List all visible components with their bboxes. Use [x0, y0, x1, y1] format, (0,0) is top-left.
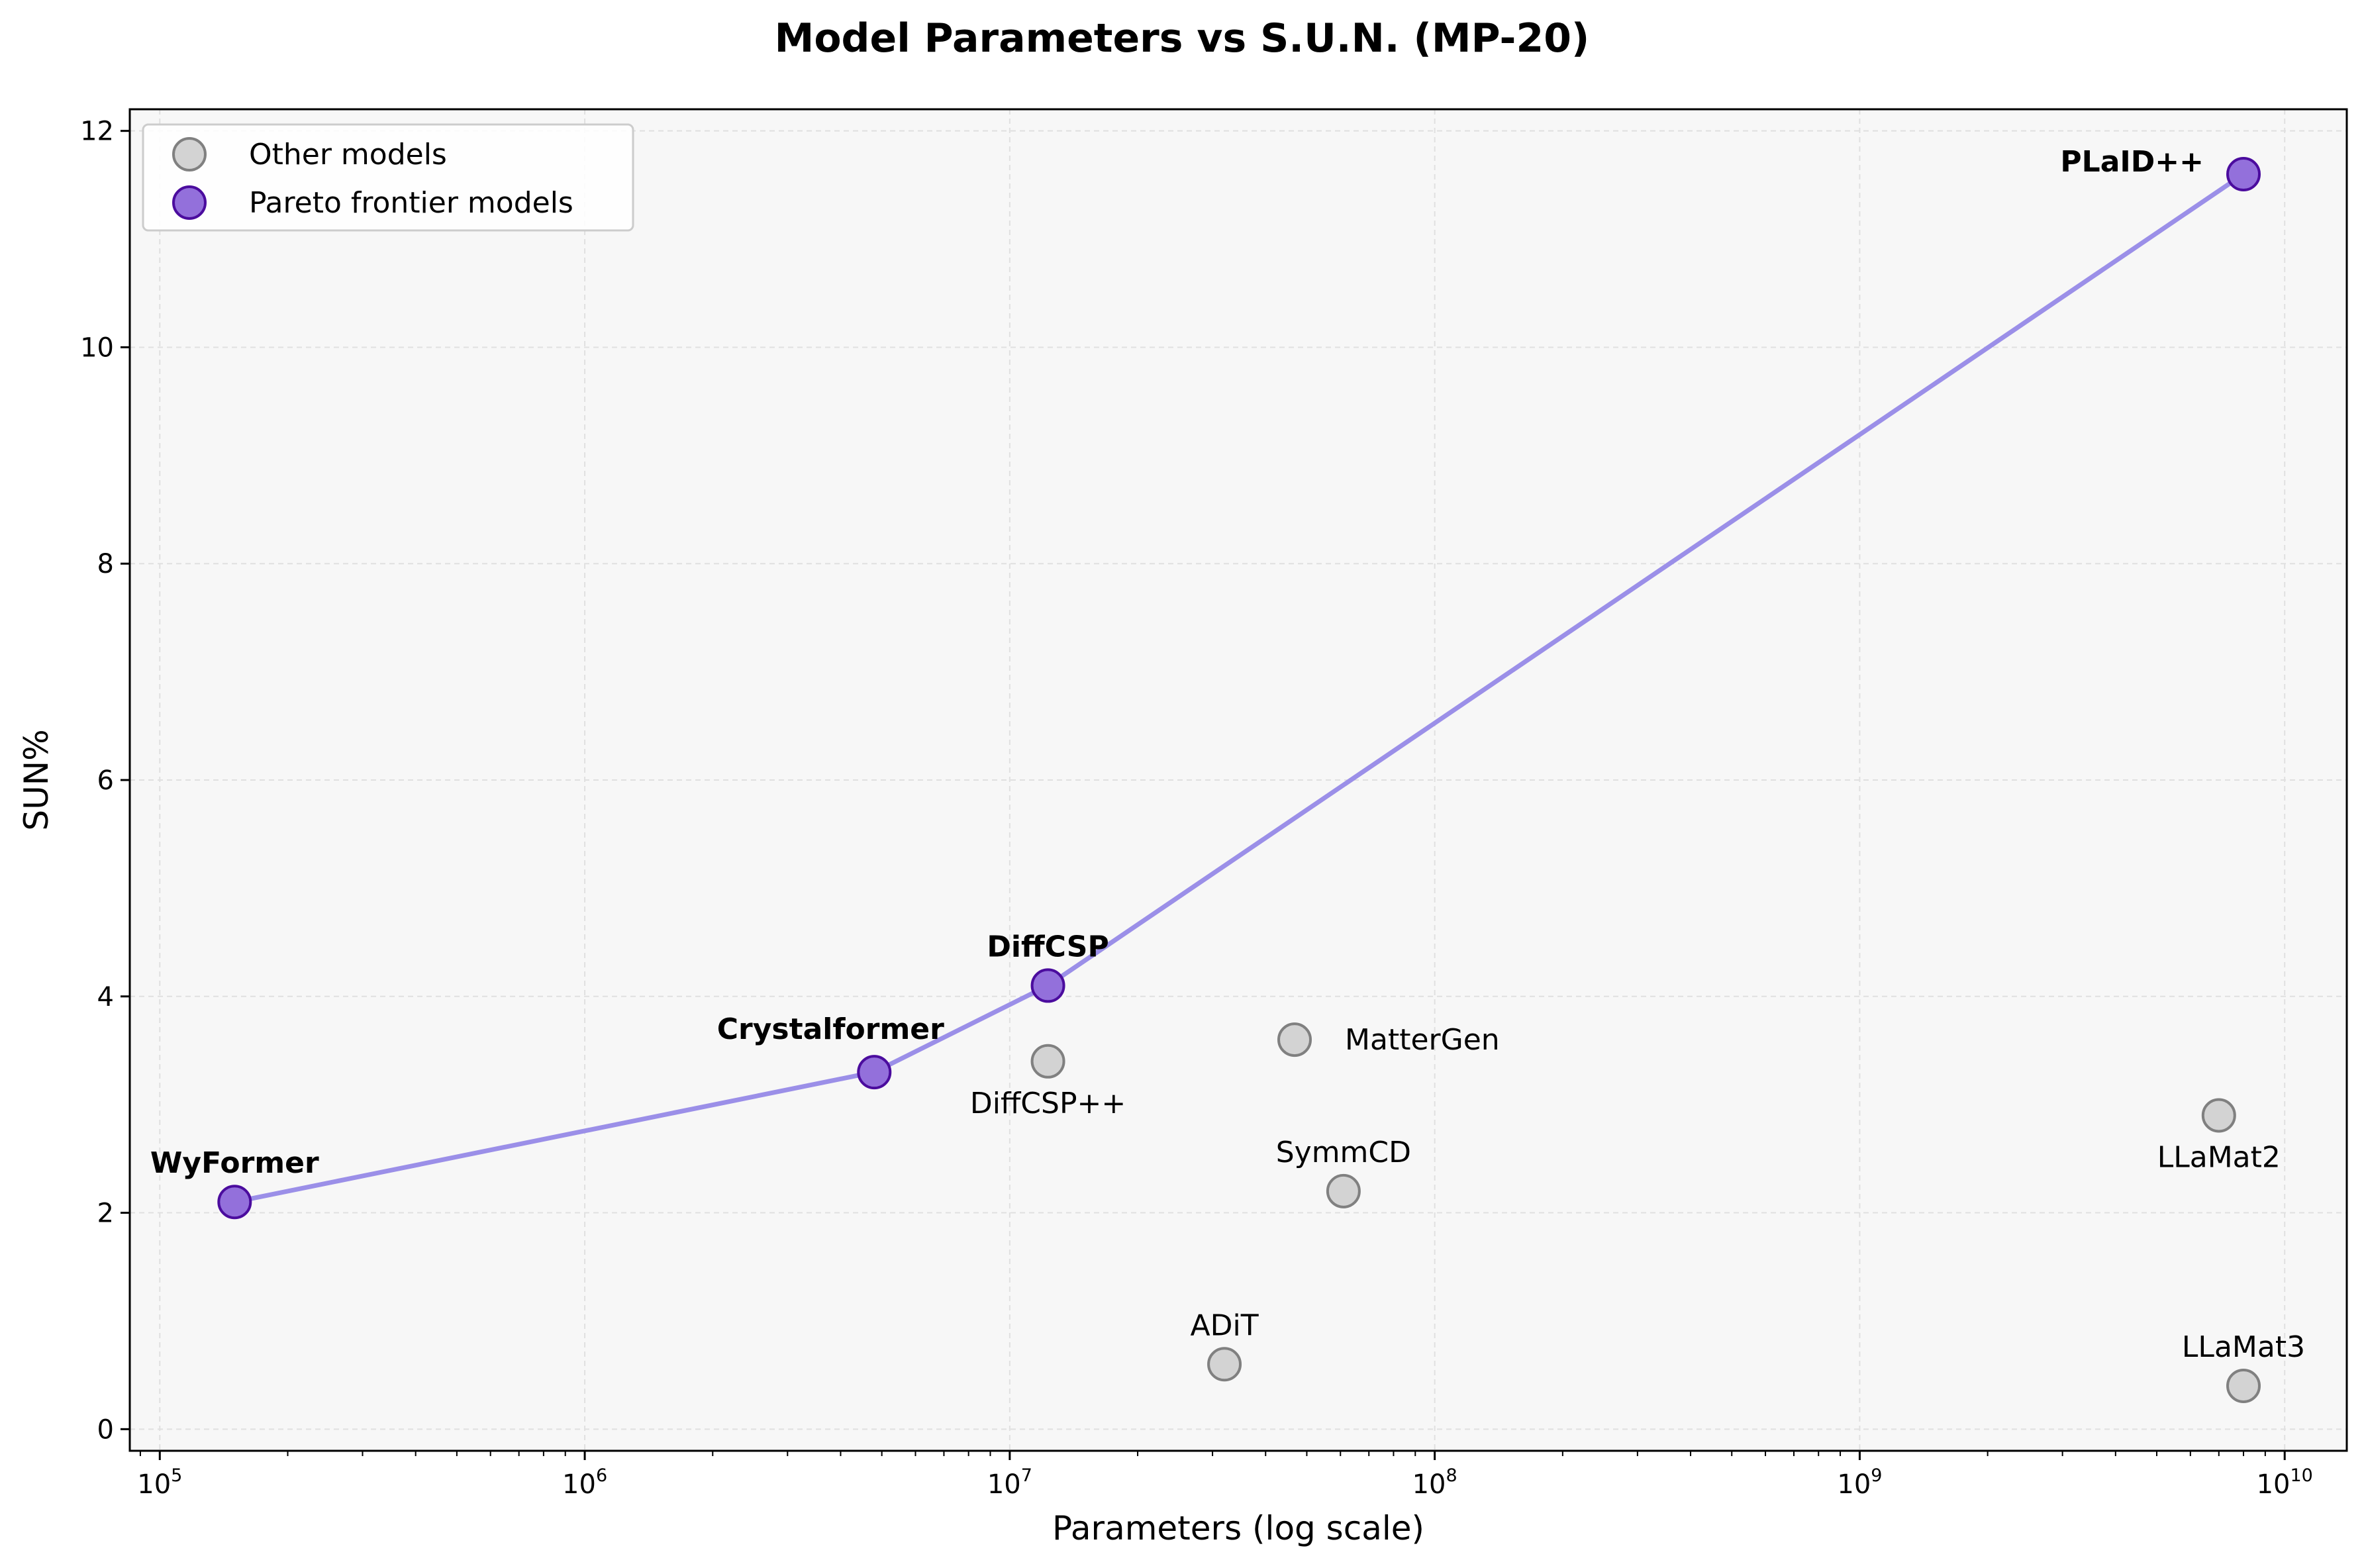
label-diffcsp: DiffCSP++ — [970, 1087, 1126, 1120]
y-axis-label: SUN% — [17, 729, 56, 830]
point-plaid — [2226, 157, 2261, 192]
label-crystalformer: Crystalformer — [717, 1012, 944, 1046]
y-tick-label: 12 — [80, 117, 114, 147]
pareto-frontier-line-layer — [234, 172, 2245, 1204]
x-axis-ticks: 105 106 107 108 109 1010 — [137, 1451, 2313, 1500]
point-adit — [1207, 1347, 1242, 1382]
point-diffcsp — [1030, 968, 1065, 1003]
point-mattergen — [1277, 1022, 1312, 1057]
label-diffcsp: DiffCSP — [987, 930, 1108, 963]
label-adit: ADiT — [1191, 1308, 1259, 1342]
label-plaid: PLaID++ — [2060, 145, 2204, 179]
y-tick-label: 0 — [97, 1414, 114, 1445]
x-tick-label: 107 — [987, 1465, 1032, 1500]
pareto-frontier-line — [234, 172, 2245, 1204]
point-diffcsp — [1030, 1044, 1065, 1079]
y-tick-label: 2 — [97, 1199, 114, 1229]
y-tick-label: 4 — [97, 982, 114, 1012]
point-crystalformer — [857, 1055, 892, 1090]
label-llamat3: LLaMat3 — [2182, 1330, 2305, 1364]
y-tick-label: 6 — [97, 765, 114, 796]
x-tick-label: 105 — [137, 1465, 182, 1500]
y-tick-label: 10 — [80, 332, 114, 363]
legend-box — [142, 123, 634, 232]
y-tick-label: 8 — [97, 549, 114, 579]
x-tick-label: 1010 — [2257, 1465, 2313, 1500]
legend-pareto-label: Pareto frontier models — [249, 186, 573, 220]
legend-other-label: Other models — [249, 138, 447, 172]
legend-pareto-marker — [172, 185, 207, 220]
legend: Other models Pareto frontier models — [142, 123, 634, 232]
chart-title: Model Parameters vs S.U.N. (MP-20) — [775, 15, 1590, 62]
legend-other-marker — [172, 137, 207, 172]
x-tick-label: 106 — [562, 1465, 607, 1500]
point-labels: DiffCSP++ MatterGen SymmCD ADiT LLaMat2 LLaMa… — [150, 145, 2305, 1364]
grid-lines — [130, 109, 2347, 1451]
point-wyformer — [217, 1185, 252, 1220]
x-axis-label: Parameters (log scale) — [1052, 1509, 1424, 1547]
point-symmcd — [1326, 1173, 1361, 1208]
x-tick-label: 109 — [1837, 1465, 1882, 1500]
y-axis-ticks: 0 2 4 6 8 10 12 — [80, 117, 130, 1445]
label-symmcd: SymmCD — [1276, 1136, 1411, 1169]
point-llamat2 — [2201, 1098, 2236, 1133]
x-tick-label: 108 — [1412, 1465, 1457, 1500]
label-mattergen: MatterGen — [1345, 1023, 1500, 1057]
label-wyformer: WyFormer — [150, 1146, 319, 1180]
label-llamat2: LLaMat2 — [2157, 1141, 2281, 1175]
point-llamat3 — [2226, 1368, 2261, 1403]
data-points — [217, 157, 2261, 1403]
